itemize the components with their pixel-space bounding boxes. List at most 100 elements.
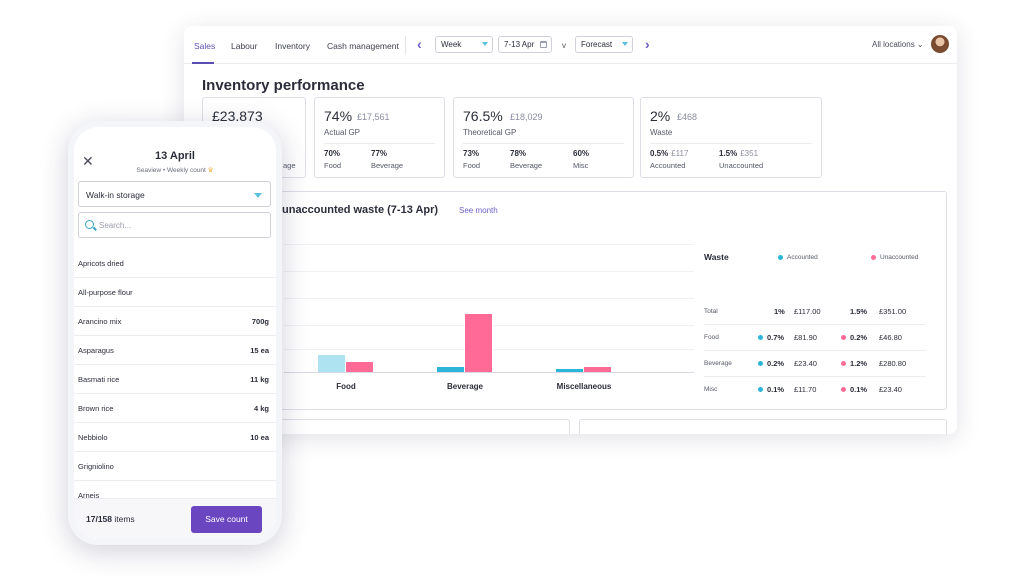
waste-row-label: Food — [704, 334, 719, 341]
unaccounted-dot — [841, 335, 846, 340]
chevron-down-icon — [254, 193, 262, 198]
active-tab-indicator — [192, 62, 214, 64]
bar-accounted-beverage[interactable] — [437, 367, 464, 372]
divider — [463, 143, 624, 144]
item-name: All-purpose flour — [78, 288, 133, 297]
item-name: Asparagus — [78, 346, 114, 355]
list-item[interactable]: Basmati rice 11 kg — [74, 365, 276, 394]
bar-unaccounted-miscellaneous[interactable] — [584, 367, 611, 372]
card-label: Waste — [650, 128, 673, 137]
tab-cash-management[interactable]: Cash management — [327, 41, 399, 51]
waste-table: Waste Accounted Unaccounted Total 1% £117.… — [696, 244, 936, 404]
crown-icon: ♛ — [207, 167, 214, 174]
accounted-dot — [758, 387, 763, 392]
locations-select[interactable]: All locations ⌄ — [872, 40, 924, 49]
chevron-left-icon[interactable]: ‹ — [417, 36, 422, 52]
save-count-button[interactable]: Save count — [191, 506, 262, 533]
card-value: 76.5% — [463, 108, 503, 124]
unaccounted-dot — [871, 254, 876, 260]
unaccounted-pct: 0.2% — [850, 333, 868, 342]
avatar[interactable] — [931, 35, 949, 53]
row-divider — [704, 376, 926, 377]
divider — [650, 143, 812, 144]
unaccounted-pct: 1.5% — [850, 307, 868, 316]
search-input[interactable] — [99, 218, 259, 233]
list-item[interactable]: Apricots dried — [74, 249, 276, 278]
date-range-value: 7-13 Apr — [504, 40, 535, 49]
list-item[interactable]: Asparagus 15 ea — [74, 336, 276, 365]
chevron-down-icon — [622, 42, 628, 46]
list-item[interactable]: Grigniolino — [74, 452, 276, 481]
gridline — [284, 298, 694, 299]
accounted-amount: £81.90 — [794, 333, 817, 342]
count-subtitle: Seaview • Weekly count ♛ — [74, 166, 276, 174]
compare-select[interactable]: Forecast — [575, 36, 633, 53]
row-divider — [74, 451, 276, 452]
metric-value: 73% — [463, 149, 480, 158]
accounted-amount: £11.70 — [794, 385, 817, 394]
metric-value-amount: £117 — [671, 149, 689, 158]
bar-accounted-miscellaneous[interactable] — [556, 369, 583, 372]
storage-select[interactable]: Walk-in storage — [78, 181, 271, 207]
compare-select-value: Forecast — [581, 40, 613, 49]
accounted-amount: £117.00 — [794, 307, 821, 316]
desktop-window: Sales Labour Inventory Cash management ‹… — [184, 26, 957, 434]
item-quantity: 700g — [251, 317, 269, 326]
top-nav: Sales Labour Inventory Cash management ‹… — [184, 26, 957, 64]
count-subtitle-text: Seaview • Weekly count — [136, 167, 206, 174]
phone-frame: ✕ 13 April Seaview • Weekly count ♛ Walk… — [68, 121, 282, 545]
locations-label: All locations — [872, 40, 915, 49]
chevron-right-icon[interactable]: › — [645, 36, 650, 52]
list-item[interactable]: Brown rice 4 kg — [74, 394, 276, 423]
row-divider — [74, 422, 276, 423]
accounted-dot — [758, 361, 763, 366]
row-divider — [74, 335, 276, 336]
card-label: Theoretical GP — [463, 128, 517, 137]
item-quantity: 15 ea — [250, 346, 269, 355]
list-item[interactable]: Nebbiolo 10 ea — [74, 423, 276, 452]
search-box[interactable] — [78, 212, 271, 238]
versus-label: v — [562, 41, 566, 50]
card-label: Actual GP — [324, 128, 361, 137]
legend-label: Accounted — [787, 254, 818, 261]
divider — [405, 36, 406, 54]
theoretical-gp-card: 76.5% £18,029 Theoretical GP 73% Food 78… — [453, 97, 634, 178]
period-select[interactable]: Week — [435, 36, 493, 53]
metric-label: Food — [324, 161, 342, 170]
metric-value: 77% — [371, 149, 388, 158]
lower-right-panel — [579, 419, 947, 434]
item-count-value: 17/158 — [86, 514, 112, 524]
row-divider — [74, 393, 276, 394]
unaccounted-pct: 0.1% — [850, 385, 868, 394]
row-divider — [74, 306, 276, 307]
bar-accounted-food[interactable] — [318, 355, 345, 372]
chart-baseline — [284, 372, 694, 373]
actual-gp-card: 74% £17,561 Actual GP 70% Food 77% Bever… — [314, 97, 445, 178]
accounted-pct: 0.2% — [767, 359, 785, 368]
card-metric-label: age — [283, 161, 296, 170]
close-icon[interactable]: ✕ — [82, 153, 94, 169]
bar-unaccounted-beverage[interactable] — [465, 314, 492, 372]
metric-label: Beverage — [371, 161, 404, 170]
tab-inventory[interactable]: Inventory — [275, 41, 310, 51]
list-item[interactable]: All-purpose flour — [74, 278, 276, 307]
item-name: Basmati rice — [78, 375, 120, 384]
tab-sales[interactable]: Sales — [194, 41, 216, 51]
storage-select-value: Walk-in storage — [86, 190, 145, 200]
unaccounted-amount: £351.00 — [879, 307, 907, 316]
metric-label: Misc — [573, 161, 589, 170]
waste-row-label: Misc — [704, 386, 718, 393]
accounted-pct: 1% — [774, 307, 785, 316]
date-range-field[interactable]: 7-13 Apr — [498, 36, 552, 53]
see-month-link[interactable]: See month — [459, 206, 498, 215]
tab-labour[interactable]: Labour — [231, 41, 258, 51]
item-quantity: 4 kg — [253, 404, 269, 413]
card-sub-value: £17,561 — [357, 112, 390, 122]
unaccounted-amount: £46.80 — [879, 333, 902, 342]
bar-unaccounted-food[interactable] — [346, 362, 373, 372]
card-sub-value: £18,029 — [510, 112, 543, 122]
item-name: Nebbiolo — [78, 433, 108, 442]
chevron-down-icon: ⌄ — [916, 40, 924, 49]
list-item[interactable]: Arancino mix 700g — [74, 307, 276, 336]
item-name: Apricots dried — [78, 259, 124, 268]
